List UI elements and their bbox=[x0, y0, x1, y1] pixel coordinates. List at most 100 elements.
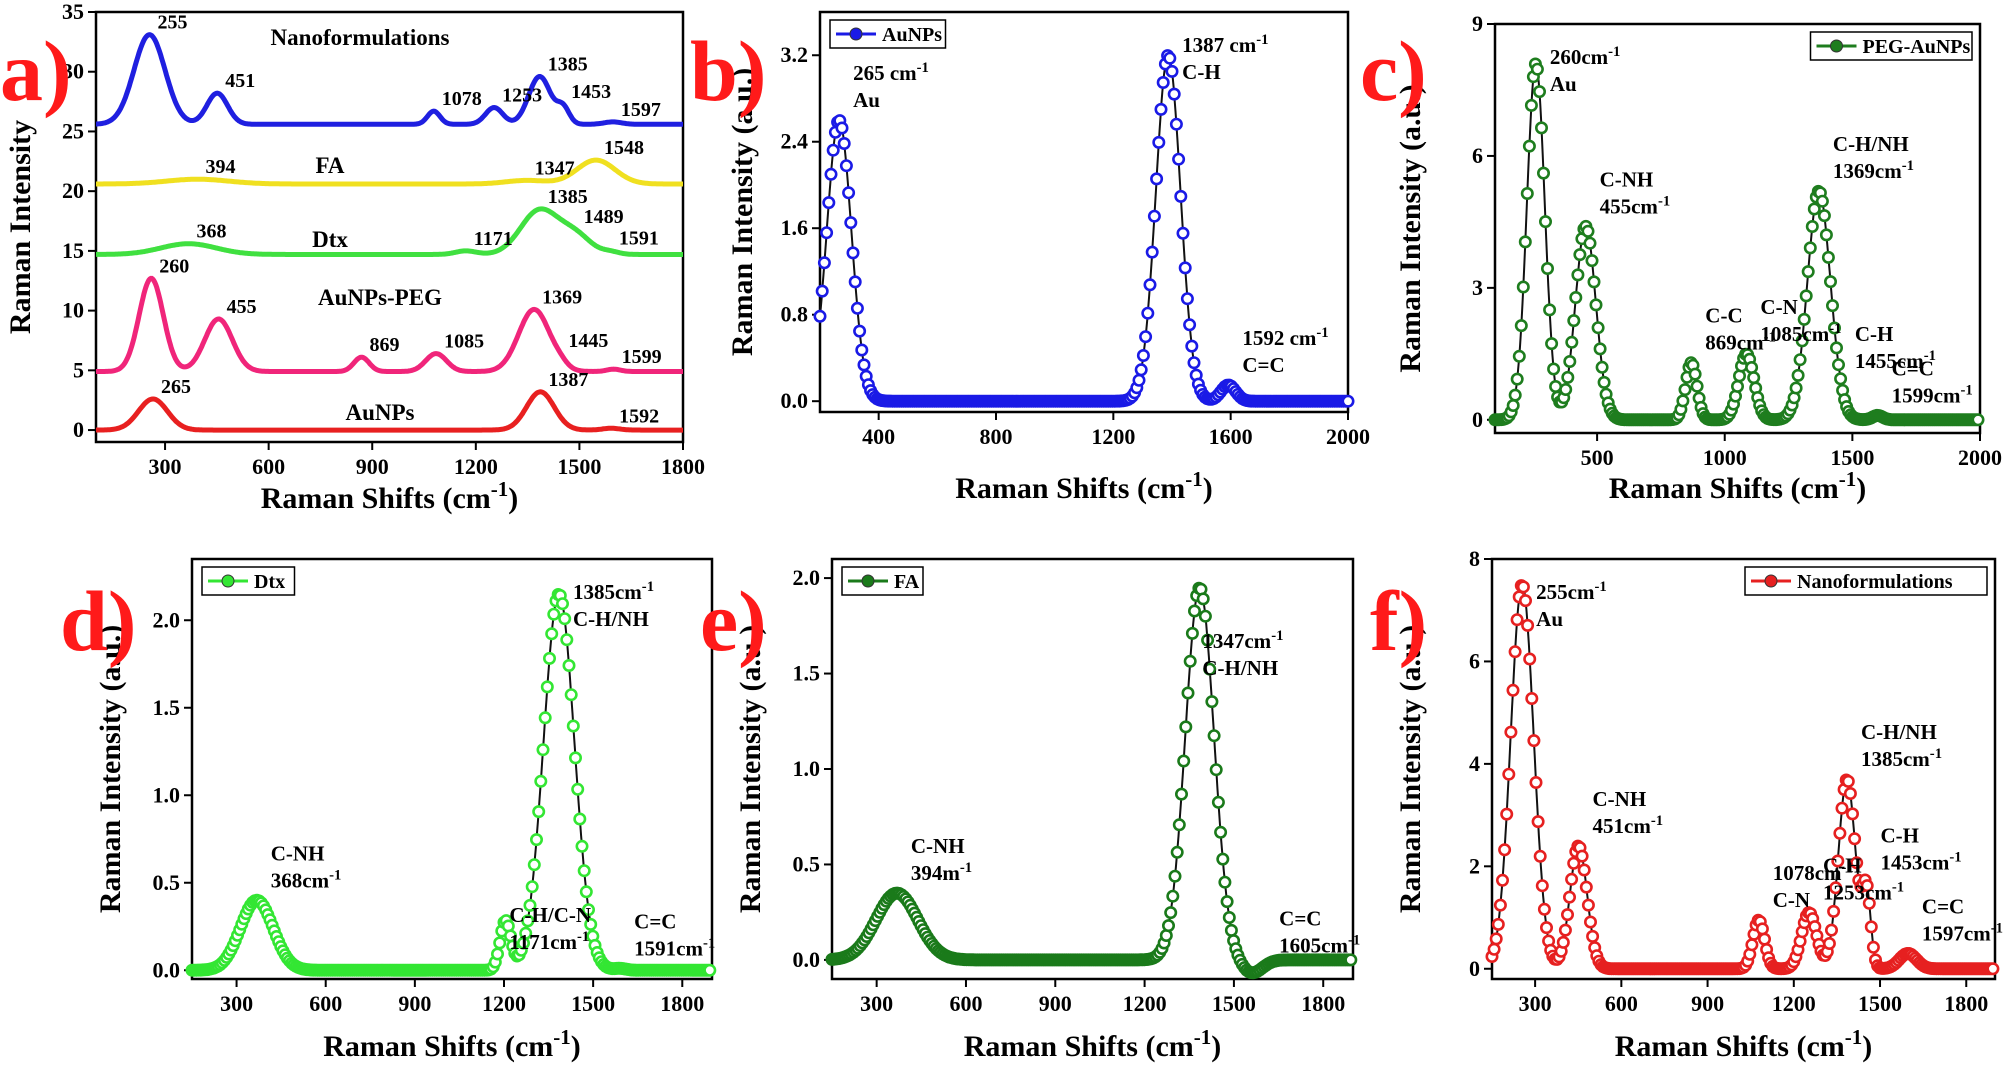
plot-frame bbox=[1493, 22, 1982, 435]
data-point bbox=[1147, 209, 1161, 223]
data-point bbox=[1860, 879, 1874, 893]
y-tick-label: 5 bbox=[73, 357, 84, 382]
y-tick-label: 0.5 bbox=[153, 870, 181, 895]
data-point bbox=[1828, 321, 1842, 335]
x-tick-label: 1500 bbox=[1830, 445, 1874, 470]
data-point bbox=[1829, 881, 1843, 895]
y-tick-label: 6 bbox=[1472, 143, 1483, 168]
x-tick-label: 2000 bbox=[1326, 424, 1370, 449]
x-tick-label: 1500 bbox=[1858, 991, 1902, 1016]
data-point bbox=[1172, 818, 1186, 832]
x-axis-title: Raman Shifts (cm-1) bbox=[1615, 1025, 1873, 1063]
trace-label: AuNPs-PEG bbox=[318, 285, 442, 310]
data-point bbox=[1826, 299, 1840, 313]
series-line bbox=[96, 32, 683, 127]
data-point bbox=[846, 246, 860, 260]
data-point bbox=[1579, 880, 1593, 894]
peak-label: 368 bbox=[197, 221, 227, 243]
annotation-line: 1385cm-1 bbox=[1861, 746, 1942, 771]
data-point bbox=[1755, 922, 1769, 936]
data-point bbox=[1833, 826, 1847, 840]
y-tick-label: 0.0 bbox=[781, 388, 809, 413]
data-point bbox=[857, 358, 871, 372]
legend-label: FA bbox=[894, 571, 920, 593]
x-tick-label: 1000 bbox=[1703, 445, 1747, 470]
data-point bbox=[1150, 172, 1164, 186]
legend-swatch-marker bbox=[1764, 574, 1778, 588]
data-point bbox=[1521, 618, 1535, 632]
data-point bbox=[1169, 117, 1183, 131]
annotation-line: 394m-1 bbox=[911, 860, 972, 885]
annotation-line: 1453cm-1 bbox=[1881, 850, 1962, 875]
x-tick-label: 1200 bbox=[454, 454, 498, 479]
x-tick-label: 400 bbox=[862, 424, 895, 449]
data-point bbox=[1593, 342, 1607, 356]
data-point bbox=[1510, 613, 1524, 627]
y-tick-label: 1.5 bbox=[793, 661, 821, 686]
series-fa: 394 1347 1548 bbox=[96, 137, 683, 187]
data-point bbox=[815, 284, 829, 298]
series-line bbox=[96, 157, 683, 187]
data-point bbox=[555, 597, 569, 611]
peak-label: 394 bbox=[206, 156, 236, 178]
annotation-line: C=C bbox=[1892, 356, 1934, 380]
x-tick-label: 1200 bbox=[1772, 991, 1816, 1016]
data-point bbox=[1178, 261, 1192, 275]
annotation-line: 1592 cm-1 bbox=[1242, 325, 1328, 350]
data-point bbox=[1573, 248, 1587, 262]
data-point bbox=[1502, 767, 1516, 781]
annotation-line: 1597cm-1 bbox=[1922, 920, 2003, 945]
peak-label: 1385 bbox=[548, 186, 588, 208]
data-point bbox=[545, 627, 559, 641]
plot-frame bbox=[1490, 557, 1997, 981]
data-point bbox=[1516, 280, 1530, 294]
data-point bbox=[521, 914, 535, 928]
data-point bbox=[1168, 869, 1182, 883]
legend-label: AuNPs bbox=[882, 24, 942, 46]
trace-label: FA bbox=[316, 153, 345, 178]
data-point bbox=[855, 343, 869, 357]
data-point bbox=[1832, 358, 1846, 372]
data-point bbox=[1797, 312, 1811, 326]
data-point bbox=[1565, 335, 1579, 349]
annotation-line: C=C bbox=[1279, 907, 1321, 931]
data-point bbox=[1164, 906, 1178, 920]
data-point bbox=[1848, 832, 1862, 846]
legend: PEG-AuNPs bbox=[1809, 31, 1973, 61]
peak-annotation: 1347cm-1 C-H/NH bbox=[1202, 628, 1283, 680]
x-tick-label: 300 bbox=[149, 454, 182, 479]
peak-label: 1597 bbox=[621, 99, 661, 121]
x-axis-title: Raman Shifts (cm-1) bbox=[323, 1025, 581, 1063]
data-point bbox=[1745, 938, 1759, 952]
y-tick-label: 0 bbox=[1472, 407, 1483, 432]
data-point bbox=[558, 612, 572, 626]
series-nanoformulations bbox=[1485, 579, 2000, 976]
y-axis-title: Raman Intensity (a.u.) bbox=[734, 625, 767, 913]
data-point bbox=[540, 680, 554, 694]
data-point bbox=[1540, 921, 1554, 935]
data-point bbox=[1141, 306, 1155, 320]
plot-frame bbox=[818, 10, 1350, 414]
panel-f: 300 600 900 1200 1500 1800 0 2 4 6 8 Raman Shifts (… bbox=[1394, 546, 2003, 1063]
data-point bbox=[1688, 367, 1702, 381]
y-tick-label: 3 bbox=[1472, 275, 1483, 300]
data-point bbox=[1504, 725, 1518, 739]
data-point bbox=[1830, 341, 1844, 355]
data-point bbox=[1167, 87, 1181, 101]
annotation-line: C-NH bbox=[1600, 167, 1654, 191]
data-point bbox=[1510, 372, 1524, 386]
y-tick-label: 0.8 bbox=[781, 302, 809, 327]
data-point bbox=[1523, 652, 1537, 666]
y-tick-label: 30 bbox=[62, 59, 84, 84]
data-point bbox=[523, 898, 537, 912]
y-tick-label: 15 bbox=[62, 238, 84, 263]
y-tick-label: 1.0 bbox=[153, 782, 181, 807]
data-point bbox=[1986, 962, 2000, 976]
y-tick-label: 6 bbox=[1469, 648, 1480, 673]
data-point bbox=[538, 711, 552, 725]
data-point bbox=[1547, 362, 1561, 376]
